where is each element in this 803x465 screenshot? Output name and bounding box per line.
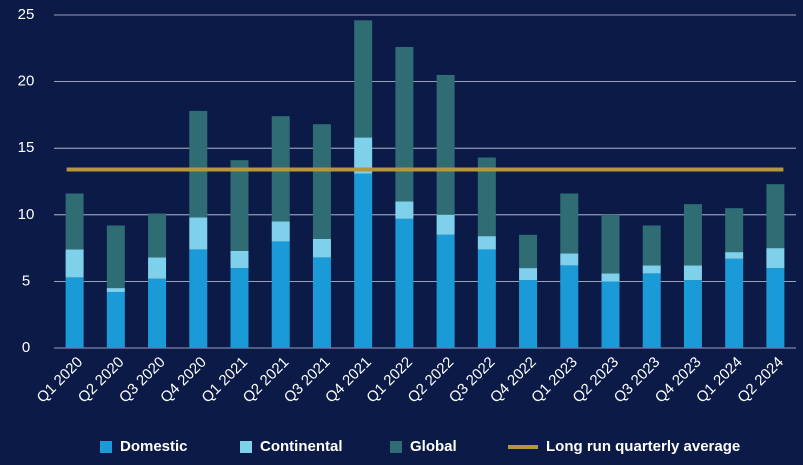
- bar-segment: [725, 258, 744, 348]
- bar-segment: [230, 250, 249, 269]
- bar-segment: [519, 268, 538, 281]
- bar-segment: [148, 278, 167, 348]
- bar-segment: [230, 160, 249, 251]
- bar-segment: [436, 74, 455, 215]
- bar-segment: [683, 280, 702, 348]
- bar-segment: [148, 257, 167, 279]
- bar-segment: [106, 225, 125, 289]
- bar-segment: [106, 288, 125, 293]
- bar-segment: [189, 249, 208, 348]
- bar-segment: [395, 46, 414, 202]
- bar-segment: [395, 201, 414, 219]
- bar-segment: [312, 124, 331, 239]
- bar-segment: [65, 193, 84, 250]
- bar-segment: [189, 110, 208, 218]
- bar-segment: [519, 234, 538, 269]
- bar-segment: [271, 221, 290, 242]
- bar-segment: [230, 268, 249, 348]
- legend-swatch: [240, 441, 252, 453]
- legend-label: Long run quarterly average: [546, 438, 740, 455]
- bar-segment: [766, 248, 785, 269]
- y-tick-label: 20: [18, 73, 35, 90]
- legend-swatch: [390, 441, 402, 453]
- bar-segment: [395, 218, 414, 348]
- bar-segment: [189, 217, 208, 250]
- bar-segment: [683, 204, 702, 266]
- bar-segment: [65, 249, 84, 278]
- bar-segment: [642, 273, 661, 348]
- bar-segment: [560, 253, 579, 266]
- legend-label: Domestic: [120, 438, 188, 455]
- bar-segment: [436, 234, 455, 348]
- y-tick-label: 25: [18, 6, 35, 23]
- bar-segment: [560, 193, 579, 254]
- bar-segment: [312, 257, 331, 348]
- bar-segment: [560, 265, 579, 348]
- bar-segment: [725, 252, 744, 259]
- bar-segment: [766, 184, 785, 249]
- bar-segment: [601, 273, 620, 282]
- bar-segment: [601, 281, 620, 348]
- bar-segment: [477, 236, 496, 250]
- y-tick-label: 0: [22, 339, 30, 356]
- bar-segment: [354, 137, 373, 174]
- y-tick-label: 10: [18, 206, 35, 223]
- bar-segment: [354, 20, 373, 138]
- bar-segment: [106, 292, 125, 348]
- bar-segment: [65, 277, 84, 348]
- y-tick-label: 5: [22, 272, 30, 289]
- x-tick-label: Q2 2024: [734, 354, 787, 407]
- bar-segment: [148, 213, 167, 258]
- legend-swatch: [100, 441, 112, 453]
- legend-label: Continental: [260, 438, 343, 455]
- bar-segment: [642, 225, 661, 266]
- bar-segment: [312, 238, 331, 258]
- bar-segment: [725, 208, 744, 253]
- bar-segment: [519, 280, 538, 348]
- legend-label: Global: [410, 438, 457, 455]
- bar-segment: [477, 157, 496, 237]
- bar-segment: [436, 214, 455, 235]
- bar-segment: [642, 265, 661, 274]
- y-tick-label: 15: [18, 139, 35, 156]
- bar-segment: [477, 249, 496, 348]
- bar-segment: [683, 265, 702, 281]
- bar-segment: [601, 214, 620, 274]
- bar-segment: [271, 241, 290, 348]
- bar-segment: [354, 173, 373, 348]
- bar-segment: [766, 268, 785, 348]
